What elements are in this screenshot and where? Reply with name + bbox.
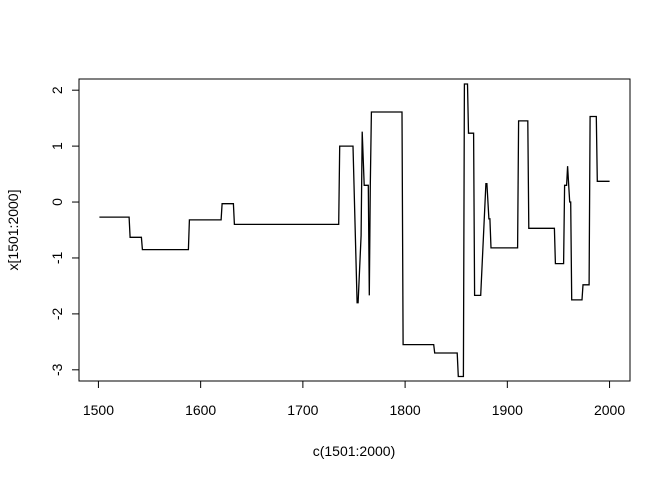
y-tick-label: -2: [49, 307, 65, 320]
y-tick-label: 1: [49, 142, 65, 150]
x-axis: 1500 1600 1700 1800 1900 2000: [83, 380, 625, 418]
y-tick-label: 2: [49, 86, 65, 94]
x-tick-label: 1900: [492, 402, 523, 418]
y-tick-label: -3: [49, 363, 65, 376]
y-tick-label: 0: [49, 198, 65, 206]
x-tick-label: 1500: [83, 402, 114, 418]
x-axis-label: c(1501:2000): [313, 443, 396, 459]
plot-box: [78, 78, 631, 382]
x-tick-label: 1700: [287, 402, 318, 418]
x-tick-label: 1800: [390, 402, 421, 418]
x-tick-label: 1600: [185, 402, 216, 418]
x-tick-label: 2000: [594, 402, 625, 418]
data-series-line: [99, 83, 610, 378]
y-axis: -3 -2 -1 0 1 2: [49, 86, 80, 376]
y-tick-label: -1: [49, 252, 65, 265]
y-axis-label: x[1501:2000]: [5, 190, 21, 271]
